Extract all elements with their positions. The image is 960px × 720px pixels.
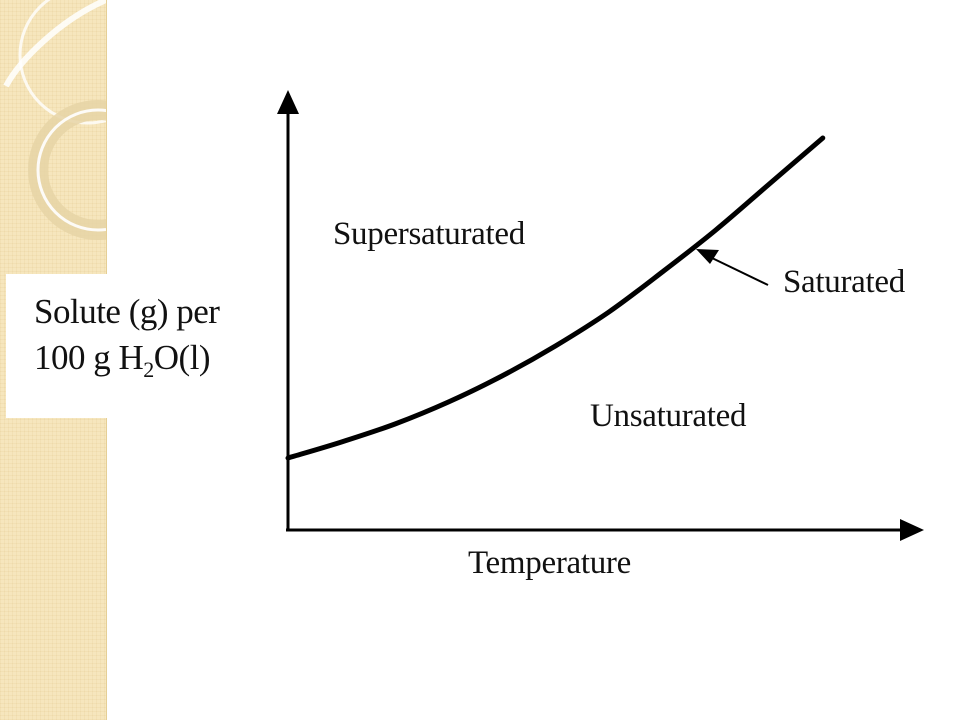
y-axis-label-line1: Solute (g) per [34, 292, 220, 331]
region-label-unsaturated: Unsaturated [590, 398, 747, 434]
saturated-arrow-shaft [711, 257, 769, 286]
region-label-supersaturated: Supersaturated [333, 216, 525, 252]
y-axis-label: Solute (g) per 100 g H2O(l) [6, 274, 286, 418]
y-axis-arrowhead [277, 90, 299, 114]
saturation-curve [285, 135, 826, 461]
y-axis-label-line2: 100 g H2O(l) [34, 338, 211, 383]
y-axis-label-suffix: O(l) [153, 338, 211, 377]
x-axis-arrowhead [900, 519, 924, 541]
decor-rings [3, 0, 106, 240]
saturated-arrowhead [696, 249, 719, 264]
y-axis-label-subscript: 2 [143, 357, 154, 382]
curve-annotation-saturated: Saturated [783, 264, 905, 300]
y-axis-label-prefix: 100 g H [34, 338, 144, 377]
x-axis-label: Temperature [468, 545, 631, 581]
